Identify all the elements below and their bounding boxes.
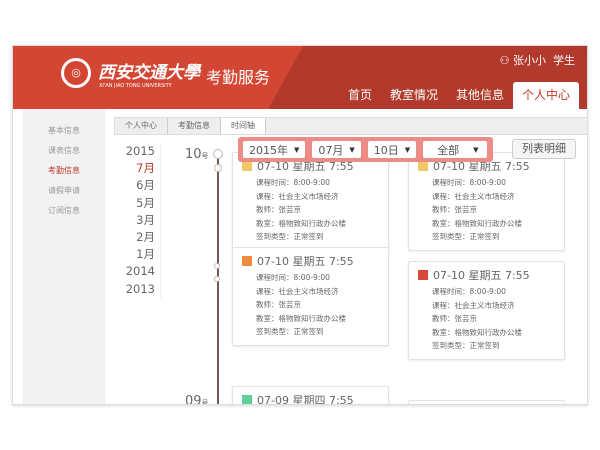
- breadcrumb-item[interactable]: 考勤信息: [168, 118, 221, 134]
- month-item[interactable]: 7月: [136, 161, 155, 176]
- day-label: 09号: [185, 394, 209, 405]
- card-row: 签到类型：正常签到: [432, 232, 500, 241]
- status-icon: [242, 395, 252, 404]
- card-row: 教室：格物致知行政办公楼: [432, 218, 522, 228]
- sidebar: 基本信息 课表信息 考勤信息 请假申请 订阅信息: [23, 109, 105, 404]
- card-title-text: 07-10 星期五 7:55: [257, 160, 354, 173]
- card-title-text: 07-10 星期五 7:55: [433, 269, 530, 282]
- status-icon: [418, 270, 428, 280]
- header: ◎ 西安交通大學 XI'AN JIAO TONG UNIVERSITY 考勤服务…: [13, 46, 587, 109]
- card-title: 07-10 星期五 7:55: [242, 158, 388, 174]
- attendance-card[interactable]: [408, 400, 565, 404]
- timeline-node: [214, 263, 220, 269]
- card-row: 签到类型：正常签到: [256, 232, 324, 241]
- nav-classrooms[interactable]: 教室情况: [389, 88, 438, 102]
- list-detail-button[interactable]: 列表明细: [512, 139, 576, 159]
- attendance-card[interactable]: 07-10 星期五 7:55 课程时间：8:00-9:00 课程：社会主义市场经…: [408, 261, 565, 360]
- year-month-nav: 2015 7月 6月 5月 3月 2月 1月 2014 2013: [113, 143, 161, 298]
- year-value: 2015年: [249, 143, 288, 157]
- card-row: 课程时间：8:00-9:00: [432, 178, 506, 187]
- month-item[interactable]: 3月: [136, 212, 155, 227]
- card-row: 教室：格物致知行政办公楼: [256, 313, 346, 323]
- card-row: 签到类型：正常签到: [432, 341, 500, 350]
- card-row: 教师：张芸京: [432, 314, 477, 323]
- card-row: 课程：社会主义市场经济: [256, 191, 339, 201]
- day-value: 10日: [373, 143, 399, 157]
- card-row: 签到类型：正常签到: [256, 327, 324, 336]
- year-item[interactable]: 2015: [125, 144, 155, 158]
- year-select[interactable]: 2015年 ▼: [243, 141, 306, 158]
- university-logo-icon: ◎: [61, 58, 91, 88]
- month-item[interactable]: 1月: [136, 247, 155, 262]
- user-name: 张小小: [513, 54, 546, 67]
- sidebar-item-basic-info[interactable]: 基本信息: [48, 126, 80, 135]
- card-row: 教师：张芸京: [432, 205, 477, 214]
- year-item[interactable]: 2014: [125, 264, 155, 279]
- attendance-card[interactable]: 07-10 星期五 7:55 课程时间：8:00-9:00 课程：社会主义市场经…: [232, 152, 389, 251]
- caret-down-icon: ▼: [473, 145, 479, 154]
- card-title-text: 07-10 星期五 7:55: [433, 160, 530, 173]
- status-icon: [242, 256, 252, 266]
- user-icon: ⚇: [499, 54, 510, 67]
- card-row: 课程：社会主义市场经济: [432, 300, 515, 310]
- card-row: 课程时间：8:00-9:00: [256, 178, 330, 187]
- caret-down-icon: ▼: [294, 145, 300, 154]
- month-item[interactable]: 5月: [136, 195, 155, 210]
- type-value: 全部: [437, 143, 460, 157]
- timeline-node: [214, 164, 222, 172]
- sidebar-item-schedule[interactable]: 课表信息: [48, 146, 80, 155]
- card-row: 课程时间：8:00-9:00: [256, 273, 330, 282]
- card-title: 07-10 星期五 7:55: [242, 253, 388, 269]
- date-filter-bar: 2015年 ▼ 07月 ▼ 10日 ▼ 全部 ▼: [238, 137, 493, 162]
- attendance-card[interactable]: 07-10 星期五 7:55 课程时间：8:00-9:00 课程：社会主义市场经…: [232, 247, 389, 346]
- day-label: 10号: [185, 147, 209, 162]
- timeline-node: [214, 276, 220, 282]
- card-row: 课程：社会主义市场经济: [256, 286, 339, 296]
- card-row: 教师：张芸京: [256, 300, 301, 309]
- nav-personal-center[interactable]: 个人中心: [512, 82, 579, 109]
- main-nav: 首页 教室情况 其他信息 个人中心: [339, 79, 579, 109]
- status-icon: [242, 161, 252, 171]
- nav-home[interactable]: 首页: [347, 88, 372, 102]
- nav-other-info[interactable]: 其他信息: [455, 88, 504, 102]
- card-title-text: 07-10 星期五 7:55: [257, 255, 354, 268]
- caret-down-icon: ▼: [404, 145, 411, 154]
- university-name-en: XI'AN JIAO TONG UNIVERSITY: [99, 83, 172, 89]
- status-icon: [418, 161, 428, 171]
- month-select[interactable]: 07月 ▼: [312, 141, 361, 158]
- attendance-card[interactable]: 07-10 星期五 7:55 课程时间：8:00-9:00 课程：社会主义市场经…: [408, 152, 565, 251]
- breadcrumb: 个人中心 考勤信息 时间轴: [114, 117, 587, 135]
- timeline-node: [213, 149, 223, 159]
- type-select[interactable]: 全部 ▼: [423, 141, 487, 158]
- card-row: 课程时间：8:00-9:00: [432, 287, 506, 296]
- caret-down-icon: ▼: [349, 145, 355, 154]
- sidebar-item-attendance[interactable]: 考勤信息: [48, 166, 80, 175]
- month-item[interactable]: 2月: [136, 229, 155, 244]
- card-row: 教室：格物致知行政办公楼: [432, 327, 522, 337]
- card-title: 07-10 星期五 7:55: [418, 267, 564, 283]
- sidebar-item-subscription[interactable]: 订阅信息: [48, 206, 80, 215]
- day-select[interactable]: 10日 ▼: [367, 141, 417, 158]
- breadcrumb-item[interactable]: 个人中心: [115, 118, 168, 134]
- user-info[interactable]: ⚇ 张小小 学生: [500, 52, 575, 68]
- attendance-card[interactable]: 07-09 星期四 7:55: [232, 386, 389, 405]
- breadcrumb-item: 时间轴: [221, 118, 266, 134]
- card-row: 课程：社会主义市场经济: [432, 191, 515, 201]
- month-value: 07月: [318, 143, 344, 157]
- card-title-text: 07-09 星期四 7:55: [257, 394, 354, 405]
- app-window: ◎ 西安交通大學 XI'AN JIAO TONG UNIVERSITY 考勤服务…: [12, 45, 588, 405]
- university-name: 西安交通大學: [98, 63, 200, 83]
- card-title: 07-10 星期五 7:55: [418, 158, 564, 174]
- month-item[interactable]: 6月: [136, 178, 155, 193]
- card-row: 教师：张芸京: [256, 205, 301, 214]
- service-title: 考勤服务: [206, 68, 271, 87]
- card-title: 07-09 星期四 7:55: [242, 392, 388, 405]
- year-item[interactable]: 2013: [125, 281, 155, 296]
- user-role: 学生: [553, 54, 575, 67]
- sidebar-item-leave[interactable]: 请假申请: [48, 186, 80, 195]
- card-row: 教室：格物致知行政办公楼: [256, 218, 346, 228]
